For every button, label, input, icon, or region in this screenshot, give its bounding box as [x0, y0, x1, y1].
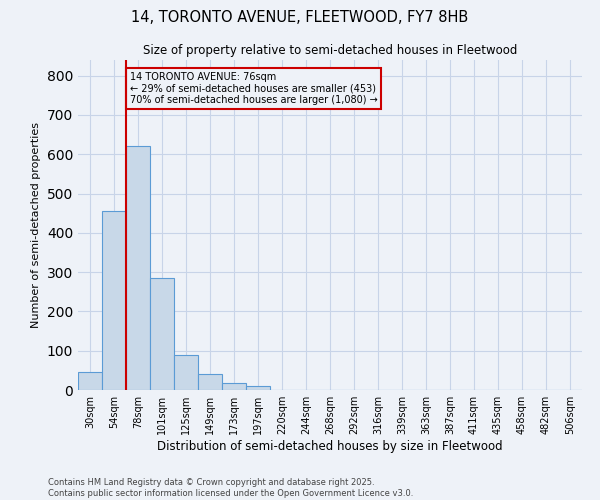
Text: 14, TORONTO AVENUE, FLEETWOOD, FY7 8HB: 14, TORONTO AVENUE, FLEETWOOD, FY7 8HB — [131, 10, 469, 25]
Title: Size of property relative to semi-detached houses in Fleetwood: Size of property relative to semi-detach… — [143, 44, 517, 58]
X-axis label: Distribution of semi-detached houses by size in Fleetwood: Distribution of semi-detached houses by … — [157, 440, 503, 453]
Text: 14 TORONTO AVENUE: 76sqm
← 29% of semi-detached houses are smaller (453)
70% of : 14 TORONTO AVENUE: 76sqm ← 29% of semi-d… — [130, 72, 377, 105]
Bar — [174, 354, 198, 390]
Bar — [126, 146, 150, 390]
Bar — [150, 278, 174, 390]
Bar — [246, 386, 270, 390]
Bar — [78, 372, 102, 390]
Bar — [102, 211, 126, 390]
Bar — [222, 383, 246, 390]
Bar — [198, 374, 222, 390]
Text: Contains HM Land Registry data © Crown copyright and database right 2025.
Contai: Contains HM Land Registry data © Crown c… — [48, 478, 413, 498]
Y-axis label: Number of semi-detached properties: Number of semi-detached properties — [31, 122, 41, 328]
